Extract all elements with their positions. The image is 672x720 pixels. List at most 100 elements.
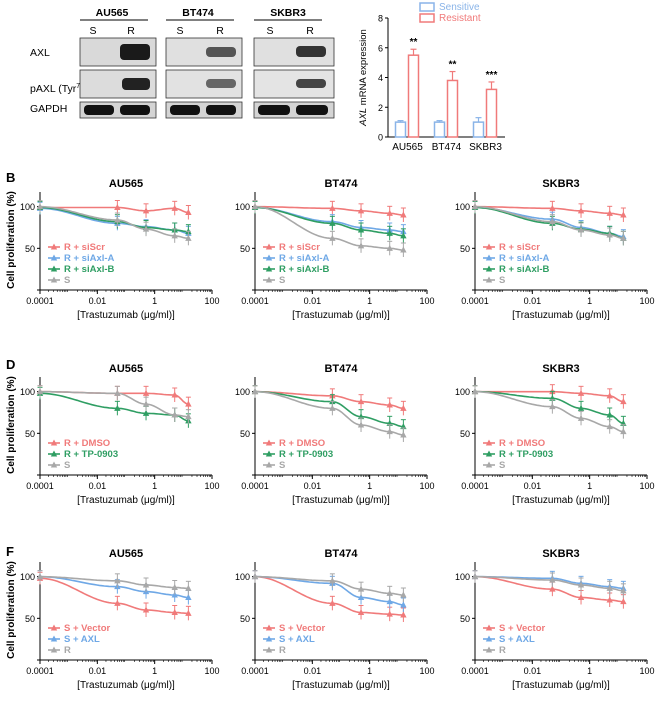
blot-band (296, 46, 326, 57)
x-tick-label: 0.01 (304, 481, 322, 491)
series (251, 385, 407, 442)
data-point-triangle (549, 204, 556, 211)
x-tick-label: 100 (639, 481, 654, 491)
x-tick-label: 0.0001 (241, 481, 269, 491)
y-tick-label: 100 (455, 572, 470, 582)
data-point-triangle (386, 229, 393, 236)
legend-label: S (499, 460, 505, 471)
fit-curve (40, 575, 189, 590)
data-point-triangle (142, 581, 150, 588)
panel-letter-b: B (6, 170, 15, 185)
series (36, 200, 192, 246)
blot-band (296, 79, 326, 88)
legend-label: S + Vector (64, 623, 111, 634)
data-point-triangle (36, 573, 44, 580)
data-point-triangle (329, 204, 336, 211)
data-point-triangle (171, 411, 178, 418)
x-tick-label: 0.01 (89, 481, 107, 491)
legend-label: S (279, 275, 285, 286)
x-tick-label: 1 (152, 296, 157, 306)
data-point-triangle (620, 398, 627, 405)
blot-cellline-label: SKBR3 (270, 7, 306, 19)
data-point-triangle (606, 423, 613, 430)
data-point-triangle (577, 207, 585, 214)
series (471, 384, 627, 409)
fit-curve (255, 575, 404, 596)
chart-title: AU565 (109, 363, 143, 375)
blot-row-label-axl: AXL (30, 47, 50, 59)
data-point-triangle (620, 211, 627, 218)
legend-label: S + AXL (499, 634, 535, 645)
legend-marker (265, 461, 273, 468)
data-point-triangle (549, 218, 556, 225)
blot-cellline-au565: AU565 S R (79, 7, 157, 119)
y-tick-label: 100 (235, 387, 250, 397)
blot-lane-label-s: S (176, 25, 183, 37)
legend-marker (50, 265, 58, 272)
x-tick-label: 1 (152, 666, 157, 676)
blot-band (122, 78, 150, 90)
chart-title: BT474 (324, 178, 358, 190)
fit-curve (40, 206, 189, 214)
legend-marker (50, 243, 58, 250)
data-point-triangle (606, 596, 613, 603)
legend-label: S (499, 275, 505, 286)
fit-curve (475, 390, 624, 433)
legend-marker (265, 450, 273, 457)
series (251, 385, 407, 416)
data-point-triangle (171, 232, 178, 239)
data-point-triangle (142, 225, 150, 232)
data-point-triangle (471, 573, 479, 580)
chart-title: SKBR3 (542, 548, 579, 560)
data-point-triangle (400, 404, 407, 411)
data-point-triangle (36, 388, 44, 395)
data-point-triangle (185, 209, 192, 215)
significance-label: *** (486, 70, 498, 81)
legend-marker (50, 439, 58, 446)
legend-label: R (64, 645, 71, 656)
blot-lane-label-r: R (306, 25, 314, 37)
blot-band (170, 105, 200, 115)
legend-label: R + TP-0903 (499, 449, 553, 460)
data-point-triangle (142, 606, 150, 613)
blot-band (206, 47, 236, 57)
y-tick-label: 100 (20, 202, 35, 212)
legend-marker (485, 635, 493, 642)
data-point-triangle (471, 388, 479, 395)
x-tick-label: 1 (152, 481, 157, 491)
chart-title: SKBR3 (542, 363, 579, 375)
data-point-triangle (606, 231, 613, 238)
legend-label: R + siScr (499, 242, 540, 253)
data-point-triangle (185, 584, 192, 591)
data-point-triangle (329, 599, 336, 606)
data-point-triangle (114, 389, 121, 396)
legend-marker (485, 646, 493, 653)
x-axis-label: [Trastuzumab (μg/ml)] (292, 495, 390, 506)
dose-response-chart-b-au565: AU565 50 100 0.0001 0.01 1 100 [Trastuzumab (μg… (6, 178, 220, 321)
x-tick-label: 100 (419, 481, 434, 491)
legend-marker (50, 635, 58, 642)
x-tick-label: 100 (204, 296, 219, 306)
series (471, 570, 627, 598)
data-point-triangle (549, 576, 556, 583)
legend-swatch (419, 2, 435, 12)
fit-curve (255, 575, 404, 616)
x-tick-label: 100 (204, 666, 219, 676)
y-tick-label: 100 (455, 202, 470, 212)
x-tick-label: 0.0001 (241, 666, 269, 676)
legend-label: S (64, 275, 70, 286)
y-tick-label: 100 (235, 202, 250, 212)
legend-label: R + TP-0903 (64, 449, 118, 460)
blot-row-label-gapdh: GAPDH (30, 103, 67, 115)
legend-label: R + siScr (279, 242, 320, 253)
data-point-triangle (329, 219, 336, 226)
data-point-triangle (386, 589, 393, 596)
legend-label: R + siAxl-B (64, 264, 115, 275)
data-point-triangle (549, 403, 556, 410)
data-point-triangle (114, 404, 121, 411)
bar (407, 54, 420, 138)
legend-label: R + DMSO (279, 438, 325, 449)
blot-band (120, 105, 150, 115)
legend-marker (50, 461, 58, 468)
data-point-triangle (577, 414, 585, 421)
